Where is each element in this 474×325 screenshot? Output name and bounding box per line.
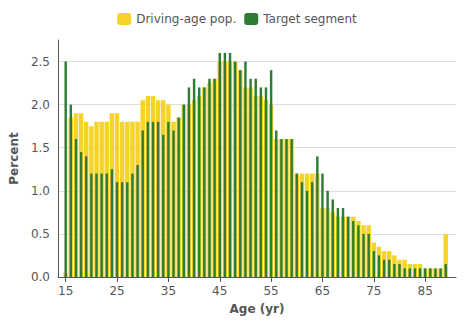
svg-text:Age (yr): Age (yr) xyxy=(230,302,285,316)
svg-text:55: 55 xyxy=(263,284,278,298)
svg-text:2.0: 2.0 xyxy=(31,98,50,112)
svg-text:25: 25 xyxy=(109,284,124,298)
svg-text:45: 45 xyxy=(212,284,227,298)
svg-text:15: 15 xyxy=(58,284,73,298)
svg-text:75: 75 xyxy=(366,284,381,298)
svg-text:Percent: Percent xyxy=(7,132,21,185)
svg-text:65: 65 xyxy=(315,284,330,298)
svg-text:Driving-age pop.: Driving-age pop. xyxy=(136,12,236,26)
svg-text:1.5: 1.5 xyxy=(31,141,50,155)
svg-text:35: 35 xyxy=(161,284,176,298)
svg-text:85: 85 xyxy=(418,284,433,298)
svg-text:2.5: 2.5 xyxy=(31,55,50,69)
svg-text:1.0: 1.0 xyxy=(31,184,50,198)
svg-text:Target segment: Target segment xyxy=(262,12,357,26)
svg-text:0.5: 0.5 xyxy=(31,227,50,241)
svg-text:0.0: 0.0 xyxy=(31,270,50,284)
